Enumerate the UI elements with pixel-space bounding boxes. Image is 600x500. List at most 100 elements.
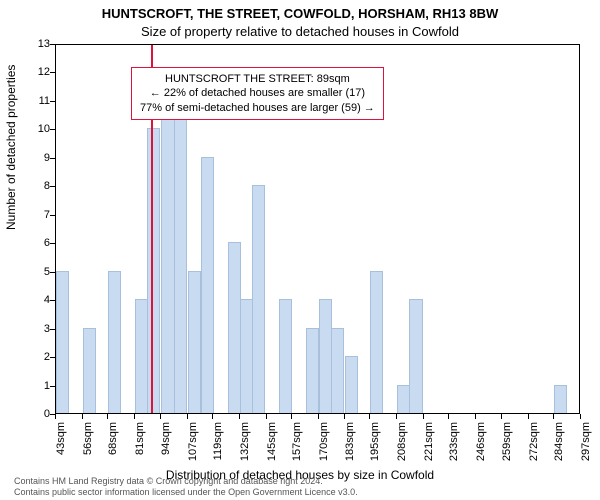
- annotation-line1: HUNTSCROFT THE STREET: 89sqm: [140, 72, 375, 86]
- x-tick-label: 221sqm: [423, 422, 435, 462]
- x-tick-mark: [134, 414, 135, 419]
- y-tick-label: 10: [20, 123, 50, 135]
- x-tick-mark: [580, 414, 581, 419]
- x-tick-mark: [423, 414, 424, 419]
- chart-title-line1: HUNTSCROFT, THE STREET, COWFOLD, HORSHAM…: [0, 6, 600, 21]
- plot-area: HUNTSCROFT THE STREET: 89sqm ← 22% of de…: [55, 44, 580, 414]
- x-tick-mark: [107, 414, 108, 419]
- x-tick-label: 81sqm: [134, 422, 146, 462]
- x-tick-mark: [239, 414, 240, 419]
- x-tick-label: 132sqm: [239, 422, 251, 462]
- annotation-line2: ← 22% of detached houses are smaller (17…: [140, 86, 375, 100]
- annotation-line3: 77% of semi-detached houses are larger (…: [140, 101, 375, 115]
- histogram-bar: [319, 299, 332, 413]
- y-tick-mark: [50, 272, 55, 273]
- x-tick-label: 157sqm: [291, 422, 303, 462]
- x-tick-label: 68sqm: [107, 422, 119, 462]
- histogram-bar: [397, 385, 410, 413]
- histogram-bar: [240, 299, 253, 413]
- histogram-bar: [554, 385, 567, 413]
- y-tick-mark: [50, 129, 55, 130]
- copyright-line2: Contains public sector information licen…: [14, 487, 358, 498]
- histogram-bar: [147, 128, 160, 413]
- x-tick-label: 297sqm: [580, 422, 592, 462]
- y-tick-mark: [50, 357, 55, 358]
- x-tick-label: 107sqm: [187, 422, 199, 462]
- y-tick-mark: [50, 329, 55, 330]
- x-tick-label: 183sqm: [344, 422, 356, 462]
- y-tick-mark: [50, 101, 55, 102]
- x-tick-label: 259sqm: [501, 422, 513, 462]
- annotation-box: HUNTSCROFT THE STREET: 89sqm ← 22% of de…: [131, 67, 384, 120]
- y-tick-label: 1: [20, 380, 50, 392]
- histogram-bar: [306, 328, 319, 413]
- x-tick-mark: [212, 414, 213, 419]
- histogram-bar: [174, 100, 187, 413]
- y-tick-label: 4: [20, 294, 50, 306]
- histogram-bar: [161, 71, 174, 413]
- x-tick-mark: [82, 414, 83, 419]
- y-tick-mark: [50, 158, 55, 159]
- histogram-bar: [56, 271, 69, 413]
- histogram-bar: [331, 328, 344, 413]
- x-tick-label: 119sqm: [212, 422, 224, 462]
- histogram-bar: [201, 157, 214, 413]
- x-tick-label: 145sqm: [266, 422, 278, 462]
- histogram-bar: [252, 185, 265, 413]
- histogram-bar: [83, 328, 96, 413]
- x-tick-mark: [291, 414, 292, 419]
- x-tick-label: 170sqm: [318, 422, 330, 462]
- histogram-bar: [228, 242, 241, 413]
- x-tick-label: 272sqm: [528, 422, 540, 462]
- x-tick-label: 195sqm: [369, 422, 381, 462]
- copyright-line1: Contains HM Land Registry data © Crown c…: [14, 476, 358, 487]
- y-tick-label: 5: [20, 266, 50, 278]
- chart-title-line2: Size of property relative to detached ho…: [0, 24, 600, 39]
- y-tick-label: 12: [20, 66, 50, 78]
- x-tick-mark: [528, 414, 529, 419]
- x-tick-label: 56sqm: [82, 422, 94, 462]
- y-tick-mark: [50, 300, 55, 301]
- y-tick-label: 3: [20, 323, 50, 335]
- y-tick-mark: [50, 44, 55, 45]
- x-tick-mark: [344, 414, 345, 419]
- y-tick-mark: [50, 186, 55, 187]
- y-tick-label: 6: [20, 237, 50, 249]
- y-tick-label: 13: [20, 38, 50, 50]
- y-tick-label: 0: [20, 408, 50, 420]
- histogram-bar: [345, 356, 358, 413]
- histogram-bar: [135, 299, 148, 413]
- y-tick-label: 8: [20, 180, 50, 192]
- x-tick-mark: [553, 414, 554, 419]
- y-axis-label: Number of detached properties: [4, 65, 18, 230]
- x-tick-label: 246sqm: [475, 422, 487, 462]
- x-tick-mark: [187, 414, 188, 419]
- histogram-bar: [409, 299, 422, 413]
- x-tick-label: 43sqm: [55, 422, 67, 462]
- x-tick-mark: [501, 414, 502, 419]
- histogram-bar: [188, 271, 201, 413]
- y-tick-mark: [50, 72, 55, 73]
- x-tick-mark: [266, 414, 267, 419]
- histogram-bar: [108, 271, 121, 413]
- y-tick-label: 7: [20, 209, 50, 221]
- histogram-bar: [370, 271, 383, 413]
- x-tick-mark: [369, 414, 370, 419]
- y-tick-mark: [50, 215, 55, 216]
- y-tick-mark: [50, 386, 55, 387]
- histogram-bar: [279, 299, 292, 413]
- x-tick-mark: [475, 414, 476, 419]
- x-tick-mark: [55, 414, 56, 419]
- x-tick-mark: [160, 414, 161, 419]
- y-tick-mark: [50, 243, 55, 244]
- x-tick-label: 284sqm: [553, 422, 565, 462]
- y-tick-label: 9: [20, 152, 50, 164]
- x-tick-mark: [318, 414, 319, 419]
- x-tick-label: 208sqm: [396, 422, 408, 462]
- x-tick-label: 233sqm: [448, 422, 460, 462]
- y-tick-label: 11: [20, 95, 50, 107]
- copyright-text: Contains HM Land Registry data © Crown c…: [14, 476, 358, 498]
- x-tick-mark: [396, 414, 397, 419]
- x-tick-label: 94sqm: [160, 422, 172, 462]
- y-tick-label: 2: [20, 351, 50, 363]
